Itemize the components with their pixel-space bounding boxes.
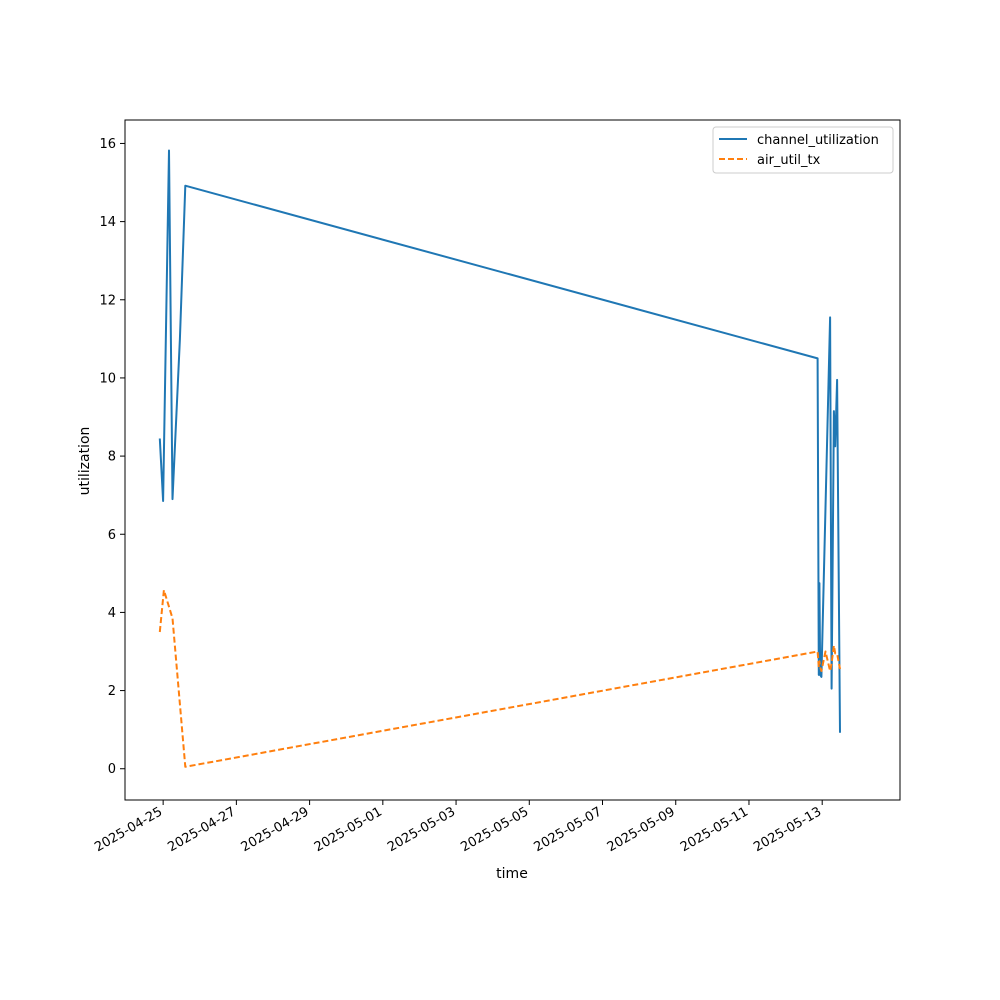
y-tick-label: 0 [108, 762, 116, 777]
y-tick-label: 2 [108, 684, 116, 699]
plot-area [158, 149, 841, 768]
x-axis-label: time [496, 866, 528, 882]
y-tick-label: 8 [108, 450, 116, 465]
y-tick-label: 12 [99, 293, 116, 308]
axes-frame [124, 119, 901, 801]
y-tick-label: 14 [99, 215, 116, 230]
y-axis-label: utilization [77, 427, 93, 496]
y-tick-label: 4 [108, 606, 116, 621]
y-tick-label: 6 [108, 528, 116, 543]
legend-label-channel-utilization: channel_utilization [757, 133, 879, 148]
series-line-channel-utilization [158, 149, 841, 733]
y-axis: 0 2 4 6 8 10 12 14 16 [99, 137, 125, 777]
legend-frame [712, 126, 894, 174]
y-tick-label: 10 [99, 371, 116, 386]
legend-label-air-util-tx: air_util_tx [757, 153, 821, 168]
legend: channel_utilization air_util_tx [712, 126, 894, 174]
y-tick-label: 16 [99, 137, 116, 152]
series-line-air-util-tx [158, 589, 841, 768]
